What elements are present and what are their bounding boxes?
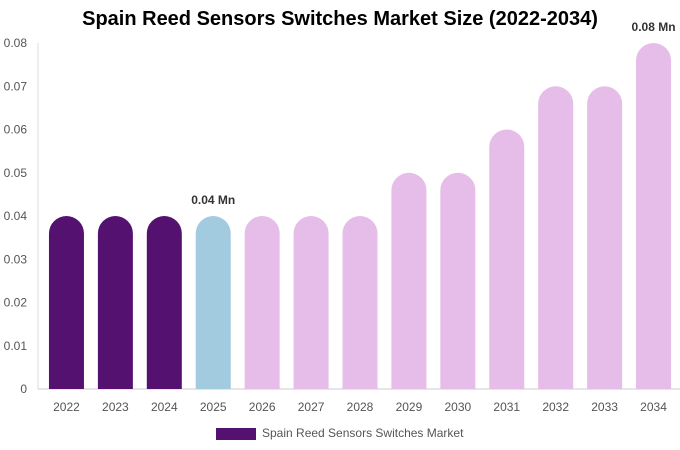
x-tick-label: 2033 — [591, 400, 618, 414]
bar-2026 — [244, 216, 280, 389]
x-tick-label: 2026 — [249, 400, 276, 414]
bar-2033 — [587, 86, 623, 389]
y-tick-label: 0.08 — [4, 36, 28, 50]
bar-2031 — [489, 129, 525, 389]
y-tick-label: 0.07 — [4, 79, 28, 93]
legend-swatch — [216, 428, 256, 440]
x-tick-label: 2028 — [347, 400, 374, 414]
chart-title: Spain Reed Sensors Switches Market Size … — [82, 8, 598, 30]
bar-2028 — [342, 216, 378, 389]
x-tick-label: 2029 — [396, 400, 423, 414]
x-tick-label: 2024 — [151, 400, 178, 414]
x-tick-label: 2031 — [493, 400, 520, 414]
bar-2025 — [195, 216, 231, 389]
y-tick-label: 0.01 — [4, 339, 28, 353]
x-tick-label: 2022 — [53, 400, 80, 414]
y-tick-label: 0.03 — [4, 252, 28, 266]
bar-2022 — [48, 216, 84, 389]
x-tick-label: 2030 — [444, 400, 471, 414]
x-tick-label: 2027 — [298, 400, 325, 414]
x-tick-label: 2023 — [102, 400, 129, 414]
x-tick-label: 2025 — [200, 400, 227, 414]
bar-2030 — [440, 172, 476, 389]
y-tick-label: 0.05 — [4, 166, 28, 180]
bar-2023 — [97, 216, 133, 389]
x-tick-label: 2034 — [640, 400, 667, 414]
data-label-2034: 0.08 Mn — [632, 20, 676, 34]
y-tick-label: 0.02 — [4, 296, 28, 310]
y-tick-label: 0 — [20, 382, 27, 396]
x-tick-label: 2032 — [542, 400, 569, 414]
bar-2034 — [636, 43, 672, 389]
data-label-2025: 0.04 Mn — [191, 193, 235, 207]
y-tick-label: 0.04 — [4, 209, 28, 223]
y-tick-label: 0.06 — [4, 123, 28, 137]
bar-2024 — [146, 216, 182, 389]
bar-2032 — [538, 86, 574, 389]
bar-2029 — [391, 172, 427, 389]
bar-2027 — [293, 216, 329, 389]
legend-label: Spain Reed Sensors Switches Market — [262, 426, 464, 440]
